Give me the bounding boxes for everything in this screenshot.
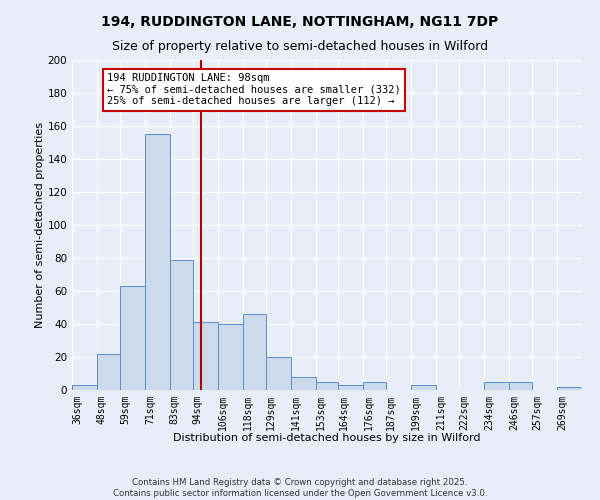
Bar [364,382,386,390]
Text: 194 RUDDINGTON LANE: 98sqm
← 75% of semi-detached houses are smaller (332)
25% o: 194 RUDDINGTON LANE: 98sqm ← 75% of semi… [107,73,401,106]
Bar [509,382,532,390]
Bar [266,357,290,390]
Bar [145,134,170,390]
Bar [97,354,120,390]
Bar [338,385,364,390]
Bar [120,286,145,390]
Bar [290,377,316,390]
Text: 194, RUDDINGTON LANE, NOTTINGHAM, NG11 7DP: 194, RUDDINGTON LANE, NOTTINGHAM, NG11 7… [101,15,499,29]
Bar [193,322,218,390]
Bar [242,314,266,390]
Bar [218,324,242,390]
Bar [412,385,436,390]
Bar [316,382,338,390]
Bar [484,382,509,390]
Text: Contains HM Land Registry data © Crown copyright and database right 2025.
Contai: Contains HM Land Registry data © Crown c… [113,478,487,498]
Y-axis label: Number of semi-detached properties: Number of semi-detached properties [35,122,44,328]
Text: Size of property relative to semi-detached houses in Wilford: Size of property relative to semi-detach… [112,40,488,53]
Bar [170,260,193,390]
Bar [557,386,582,390]
X-axis label: Distribution of semi-detached houses by size in Wilford: Distribution of semi-detached houses by … [173,433,481,443]
Bar [72,385,97,390]
